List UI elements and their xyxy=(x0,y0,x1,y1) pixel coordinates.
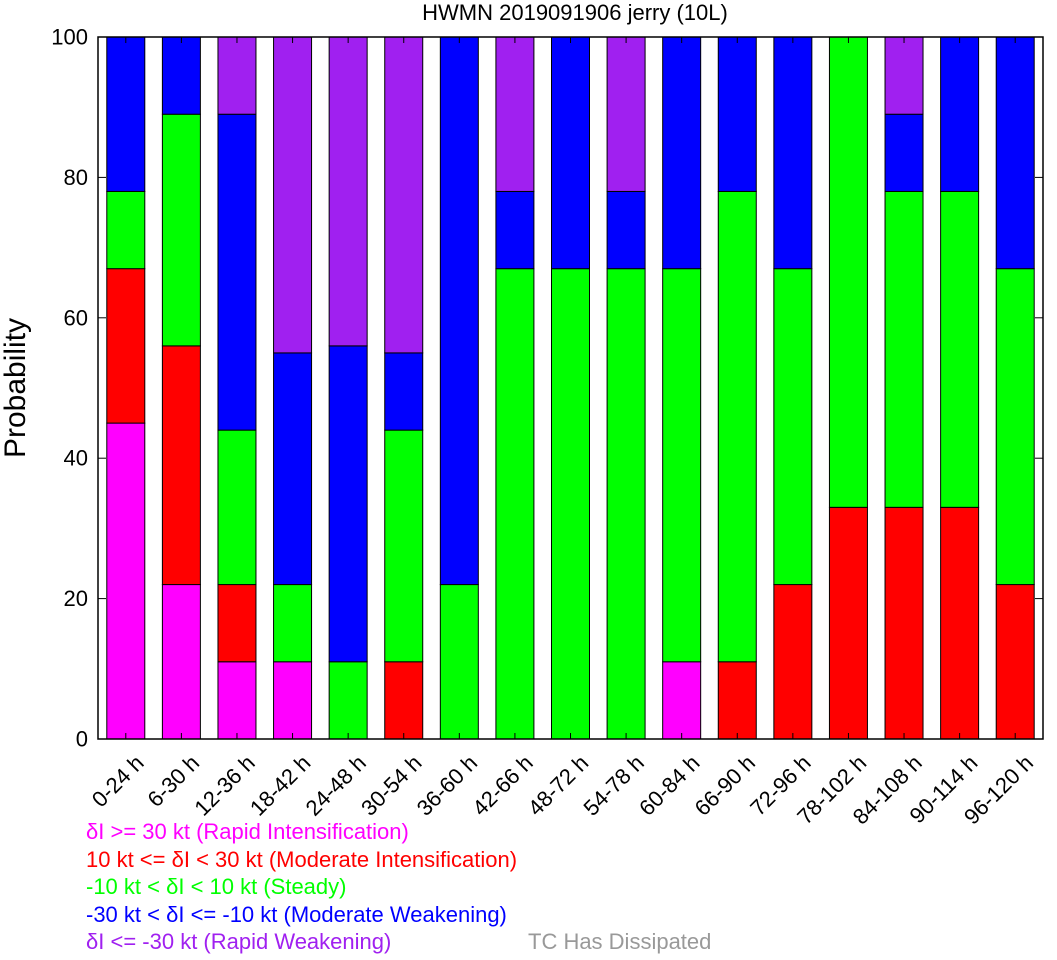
bar-segment-18-42h-s0 xyxy=(273,661,313,740)
bar-segment-6-30h-s3 xyxy=(161,36,201,115)
x-tick-label: 66-90 h xyxy=(690,750,760,820)
x-tick-label: 54-78 h xyxy=(578,750,648,820)
bar-segment-84-108h-s3 xyxy=(884,113,924,192)
bar-segment-24-48h-s2 xyxy=(328,661,368,740)
bar-segment-54-78h-s2 xyxy=(606,268,646,740)
y-tick-label: 0 xyxy=(76,727,88,752)
bar-segment-90-114h-s3 xyxy=(940,36,980,192)
legend-item: -10 kt < δI < 10 kt (Steady) xyxy=(86,874,347,899)
bar-segment-18-42h-s2 xyxy=(273,584,313,663)
y-tick-label: 20 xyxy=(64,586,88,611)
x-tick-label: 18-42 h xyxy=(245,750,315,820)
bar-segment-12-36h-s2 xyxy=(217,429,257,586)
bar-segment-90-114h-s2 xyxy=(940,190,980,508)
bar-segment-48-72h-s3 xyxy=(551,36,590,270)
bar-segment-60-84h-s3 xyxy=(662,36,702,270)
bar-segment-6-30h-s2 xyxy=(161,113,201,347)
bar-segment-30-54h-s4 xyxy=(384,36,424,354)
bar-segment-24-48h-s3 xyxy=(328,345,368,663)
bar-segment-90-114h-s1 xyxy=(940,506,980,740)
x-tick-label: 24-48 h xyxy=(301,750,371,820)
bar-segment-18-42h-s3 xyxy=(273,352,313,586)
bar-segment-72-96h-s2 xyxy=(773,268,813,586)
bar-segment-72-96h-s1 xyxy=(773,584,813,740)
legend-item: δI <= -30 kt (Rapid Weakening) xyxy=(86,929,392,954)
bar-segment-6-30h-s1 xyxy=(161,345,201,586)
x-tick-label: 60-84 h xyxy=(634,750,704,820)
bar-segment-96-120h-s1 xyxy=(995,584,1035,740)
y-tick-label: 60 xyxy=(64,305,88,330)
bar-segment-84-108h-s2 xyxy=(884,190,924,508)
bar-segment-12-36h-s3 xyxy=(217,113,257,431)
bar-segment-0-24h-s2 xyxy=(106,190,146,270)
x-tick-label: 12-36 h xyxy=(189,750,259,820)
bar-segment-42-66h-s3 xyxy=(495,190,535,270)
x-tick-label: 0-24 h xyxy=(87,750,149,812)
bar-segment-18-42h-s4 xyxy=(273,36,313,354)
x-tick-label: 48-72 h xyxy=(523,750,593,820)
bar-segment-66-90h-s2 xyxy=(717,190,757,663)
x-tick-label: 30-54 h xyxy=(356,750,426,820)
bar-segment-12-36h-s0 xyxy=(217,661,257,740)
bar-segment-36-60h-s3 xyxy=(439,36,479,586)
bar-segment-78-102h-s2 xyxy=(828,36,868,508)
x-tick-label: 42-66 h xyxy=(467,750,537,820)
bar-segment-0-24h-s0 xyxy=(106,422,146,740)
bar-segment-60-84h-s2 xyxy=(662,268,702,663)
bars-group xyxy=(106,36,1035,740)
bar-segment-60-84h-s0 xyxy=(662,661,702,740)
bar-segment-30-54h-s1 xyxy=(384,661,424,740)
x-tick-label: 36-60 h xyxy=(412,750,482,820)
bar-segment-78-102h-s1 xyxy=(828,506,868,740)
bar-segment-96-120h-s3 xyxy=(995,36,1035,270)
bar-segment-48-72h-s2 xyxy=(551,268,590,740)
bar-segment-54-78h-s4 xyxy=(606,36,646,192)
bar-segment-96-120h-s2 xyxy=(995,268,1035,586)
bar-segment-66-90h-s1 xyxy=(717,661,757,740)
legend-item: 10 kt <= δI < 30 kt (Moderate Intensific… xyxy=(86,846,518,872)
bar-segment-84-108h-s1 xyxy=(884,506,924,740)
dissipated-note: TC Has Dissipated xyxy=(528,929,712,954)
y-tick-label: 100 xyxy=(51,25,88,50)
y-axis-label: Probability xyxy=(0,318,32,458)
bar-segment-42-66h-s2 xyxy=(495,268,535,740)
bar-segment-12-36h-s4 xyxy=(217,36,257,115)
y-tick-label: 80 xyxy=(64,165,88,190)
bar-segment-54-78h-s3 xyxy=(606,190,646,270)
bar-segment-12-36h-s1 xyxy=(217,584,257,663)
chart-title: HWMN 2019091906 jerry (10L) xyxy=(422,0,728,25)
bar-segment-42-66h-s4 xyxy=(495,36,535,192)
bar-segment-30-54h-s3 xyxy=(384,352,424,431)
bar-segment-0-24h-s1 xyxy=(106,268,146,424)
legend-item: -30 kt < δI <= -10 kt (Moderate Weakenin… xyxy=(86,901,507,927)
bar-segment-0-24h-s3 xyxy=(106,36,146,192)
y-tick-label: 40 xyxy=(64,446,88,471)
bar-segment-24-48h-s4 xyxy=(328,36,368,347)
bar-segment-84-108h-s4 xyxy=(884,36,924,115)
bar-segment-36-60h-s2 xyxy=(439,584,479,740)
bar-segment-72-96h-s3 xyxy=(773,36,813,270)
legend-item: δI >= 30 kt (Rapid Intensification) xyxy=(86,819,409,844)
bar-segment-30-54h-s2 xyxy=(384,429,424,663)
bar-segment-66-90h-s3 xyxy=(717,36,757,192)
bar-segment-6-30h-s0 xyxy=(161,584,201,740)
